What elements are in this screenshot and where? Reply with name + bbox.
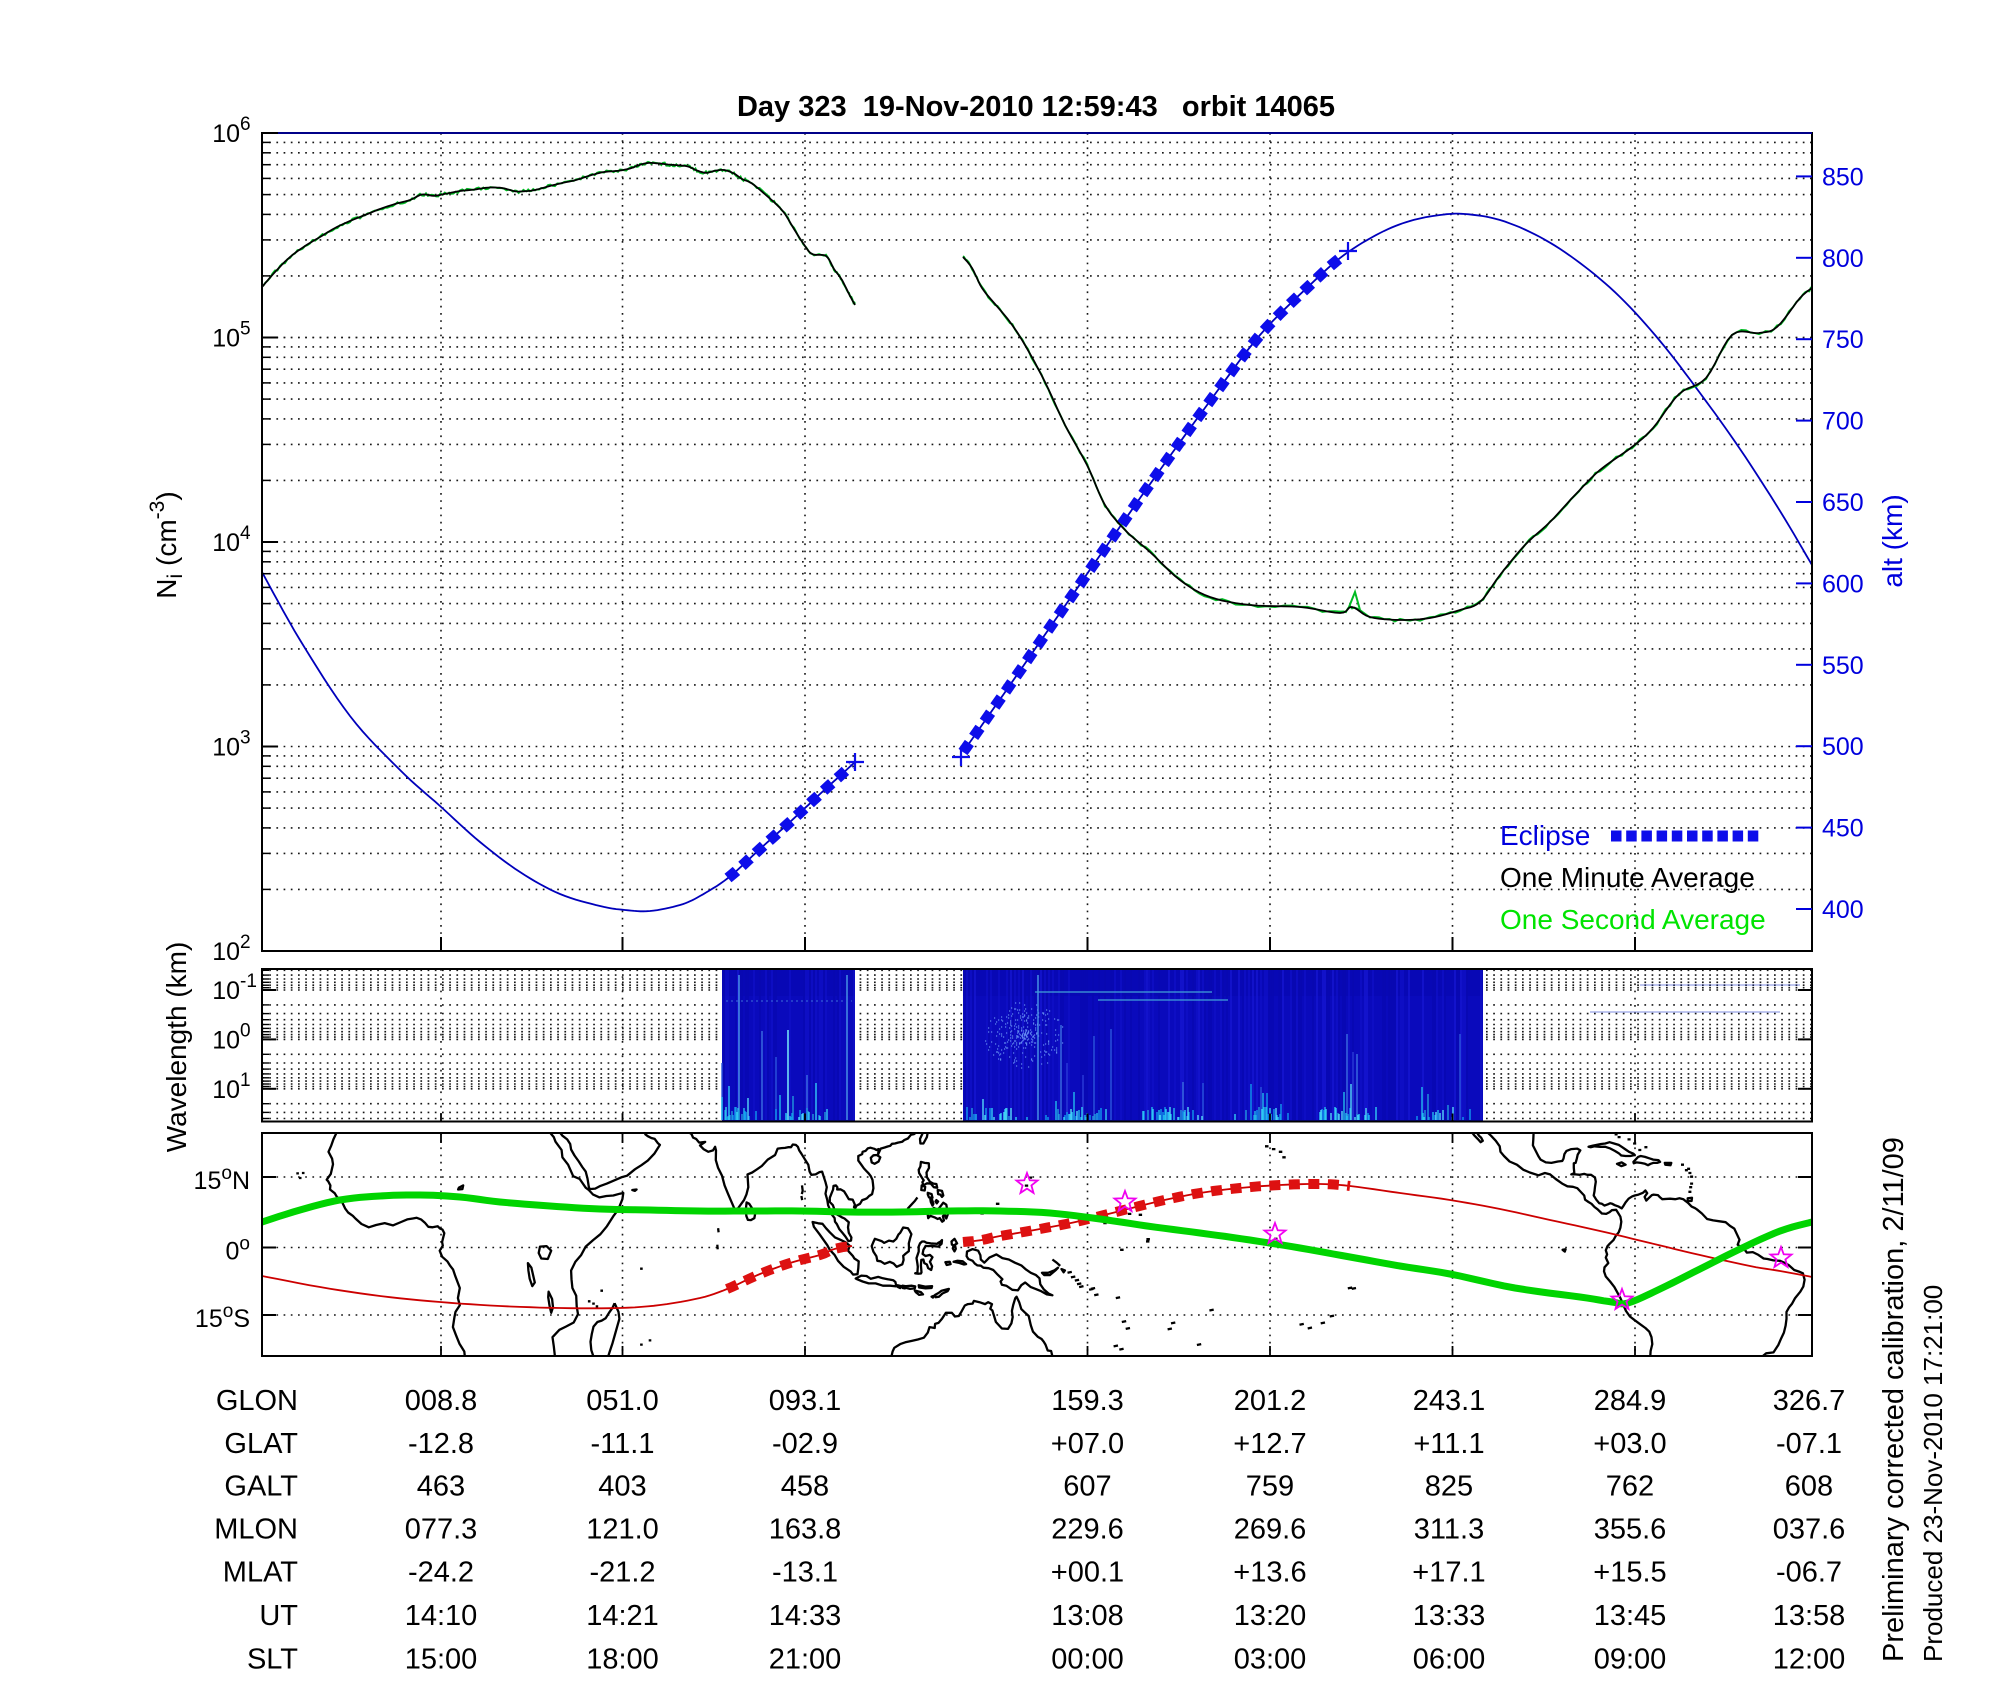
svg-text:+11.1: +11.1 <box>1413 1428 1484 1460</box>
svg-text:5: 5 <box>240 319 251 340</box>
svg-text:750: 750 <box>1822 326 1864 354</box>
svg-text:850: 850 <box>1822 163 1864 191</box>
svg-text:+07.0: +07.0 <box>1051 1428 1124 1460</box>
svg-text:243.1: 243.1 <box>1413 1385 1486 1417</box>
svg-text:2: 2 <box>240 932 251 953</box>
svg-text:400: 400 <box>1822 896 1864 924</box>
svg-text:051.0: 051.0 <box>586 1385 659 1417</box>
svg-text:229.6: 229.6 <box>1051 1514 1124 1546</box>
svg-text:10: 10 <box>212 120 240 148</box>
svg-text:One Minute Average: One Minute Average <box>1500 862 1755 893</box>
svg-text:15:00: 15:00 <box>405 1644 478 1676</box>
svg-text:450: 450 <box>1822 815 1864 843</box>
svg-text:6: 6 <box>240 114 251 135</box>
svg-text:608: 608 <box>1785 1471 1833 1503</box>
svg-text:-21.2: -21.2 <box>589 1557 655 1589</box>
svg-text:403: 403 <box>598 1471 646 1503</box>
svg-text:13:58: 13:58 <box>1773 1600 1846 1632</box>
svg-text:Eclipse: Eclipse <box>1500 820 1590 851</box>
svg-text:14:10: 14:10 <box>405 1600 478 1632</box>
svg-text:10: 10 <box>212 529 240 557</box>
svg-text:Produced 23-Nov-2010 17:21:00: Produced 23-Nov-2010 17:21:00 <box>1918 1285 1948 1662</box>
svg-text:311.3: 311.3 <box>1414 1514 1484 1546</box>
svg-text:09:00: 09:00 <box>1594 1644 1667 1676</box>
svg-text:13:33: 13:33 <box>1413 1600 1486 1632</box>
svg-text:13:45: 13:45 <box>1594 1600 1667 1632</box>
svg-text:355.6: 355.6 <box>1594 1514 1667 1546</box>
svg-text:008.8: 008.8 <box>405 1385 478 1417</box>
svg-text:762: 762 <box>1606 1471 1654 1503</box>
svg-text:326.7: 326.7 <box>1773 1385 1846 1417</box>
svg-text:SLT: SLT <box>247 1644 298 1676</box>
svg-text:093.1: 093.1 <box>769 1385 842 1417</box>
svg-text:650: 650 <box>1822 489 1864 517</box>
svg-text:MLON: MLON <box>214 1514 298 1546</box>
svg-text:13:20: 13:20 <box>1234 1600 1307 1632</box>
svg-text:458: 458 <box>781 1471 829 1503</box>
svg-text:10: 10 <box>212 977 240 1005</box>
svg-text:14:33: 14:33 <box>769 1600 842 1632</box>
svg-text:037.6: 037.6 <box>1773 1514 1846 1546</box>
svg-text:Wavelength (km): Wavelength (km) <box>161 942 192 1153</box>
svg-text:700: 700 <box>1822 408 1864 436</box>
svg-text:825: 825 <box>1425 1471 1473 1503</box>
svg-text:4: 4 <box>240 523 251 544</box>
svg-text:607: 607 <box>1063 1471 1111 1503</box>
svg-text:500: 500 <box>1822 733 1864 761</box>
svg-text:alt (km): alt (km) <box>1877 494 1908 587</box>
svg-text:121.0: 121.0 <box>586 1514 659 1546</box>
svg-text:10: 10 <box>212 734 240 762</box>
svg-text:12:00: 12:00 <box>1773 1644 1846 1676</box>
svg-text:15oS: 15oS <box>195 1301 250 1333</box>
svg-text:+12.7: +12.7 <box>1233 1428 1306 1460</box>
svg-text:600: 600 <box>1822 570 1864 598</box>
svg-text:GLON: GLON <box>216 1385 298 1417</box>
svg-text:+15.5: +15.5 <box>1593 1557 1666 1589</box>
svg-text:10: 10 <box>212 938 240 966</box>
svg-text:10: 10 <box>212 1076 240 1104</box>
svg-text:+00.1: +00.1 <box>1051 1557 1124 1589</box>
svg-text:MLAT: MLAT <box>223 1557 298 1589</box>
svg-text:+17.1: +17.1 <box>1412 1557 1485 1589</box>
svg-text:GLAT: GLAT <box>224 1428 298 1460</box>
svg-text:21:00: 21:00 <box>769 1644 842 1676</box>
svg-text:18:00: 18:00 <box>586 1644 659 1676</box>
svg-text:077.3: 077.3 <box>405 1514 478 1546</box>
svg-text:-11.1: -11.1 <box>591 1428 655 1460</box>
svg-text:One Second Average: One Second Average <box>1500 904 1766 935</box>
svg-text:159.3: 159.3 <box>1051 1385 1124 1417</box>
svg-text:-02.9: -02.9 <box>772 1428 838 1460</box>
svg-text:800: 800 <box>1822 245 1864 273</box>
svg-text:Ni (cm-3): Ni (cm-3) <box>146 491 187 598</box>
svg-text:550: 550 <box>1822 652 1864 680</box>
svg-text:+03.0: +03.0 <box>1593 1428 1666 1460</box>
svg-text:201.2: 201.2 <box>1234 1385 1307 1417</box>
svg-text:269.6: 269.6 <box>1234 1514 1307 1546</box>
svg-text:3: 3 <box>240 728 251 749</box>
svg-text:10: 10 <box>212 1026 240 1054</box>
svg-text:-1: -1 <box>240 971 257 992</box>
svg-text:GALT: GALT <box>224 1471 298 1503</box>
svg-text:284.9: 284.9 <box>1594 1385 1667 1417</box>
svg-text:03:00: 03:00 <box>1234 1644 1307 1676</box>
svg-text:+13.6: +13.6 <box>1233 1557 1306 1589</box>
svg-text:-07.1: -07.1 <box>1776 1428 1842 1460</box>
svg-text:463: 463 <box>417 1471 465 1503</box>
svg-text:06:00: 06:00 <box>1413 1644 1486 1676</box>
svg-text:Day 323 19-Nov-2010 12:59:43: Day 323 19-Nov-2010 12:59:43 orbit 14065 <box>737 91 1335 123</box>
svg-text:13:08: 13:08 <box>1051 1600 1124 1632</box>
svg-text:1: 1 <box>240 1070 251 1091</box>
svg-text:163.8: 163.8 <box>769 1514 842 1546</box>
svg-text:10: 10 <box>212 325 240 353</box>
svg-text:Preliminary corrected calibrat: Preliminary corrected calibration, 2/11/… <box>1878 1137 1910 1662</box>
svg-text:759: 759 <box>1246 1471 1294 1503</box>
svg-text:14:21: 14:21 <box>586 1600 659 1632</box>
svg-text:00:00: 00:00 <box>1051 1644 1124 1676</box>
svg-text:UT: UT <box>259 1600 298 1632</box>
svg-text:-24.2: -24.2 <box>408 1557 474 1589</box>
svg-text:-12.8: -12.8 <box>408 1428 474 1460</box>
svg-text:-13.1: -13.1 <box>772 1557 838 1589</box>
svg-text:-06.7: -06.7 <box>1776 1557 1842 1589</box>
svg-text:0: 0 <box>240 1020 251 1041</box>
